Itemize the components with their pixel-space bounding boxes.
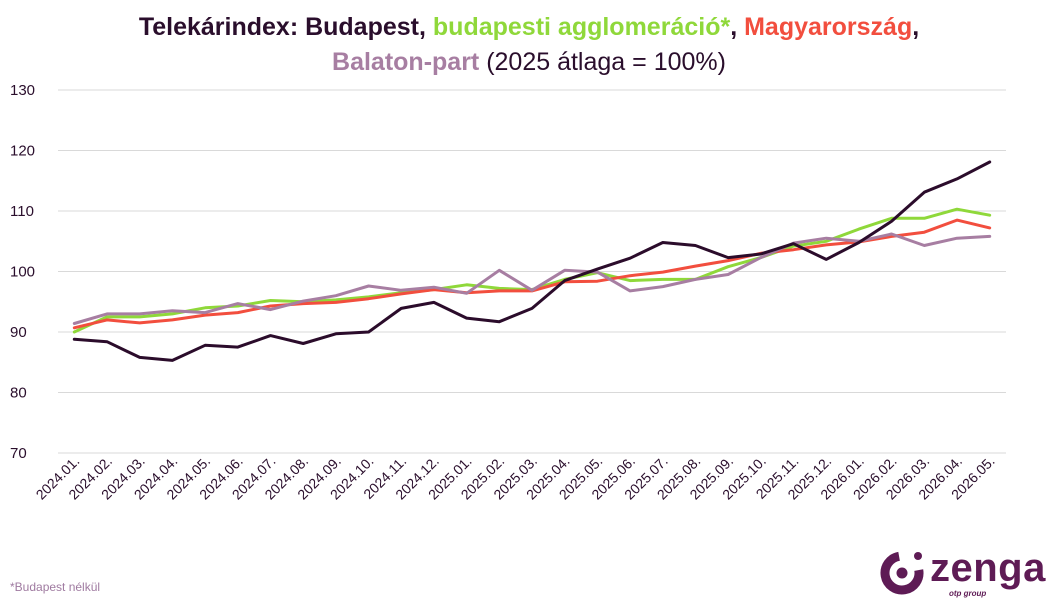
series-lines	[72, 160, 992, 362]
y-tick-label: 120	[10, 143, 35, 160]
y-tick-label: 130	[10, 82, 35, 99]
series-line-balaton-part	[72, 232, 992, 325]
title-sep-2: ,	[730, 13, 745, 41]
footnote: *Budapest nélkül	[10, 580, 101, 594]
zenga-logo-icon	[880, 551, 924, 595]
title-line-2: Balaton-part (2025 átlaga = 100%)	[0, 45, 1058, 80]
title-sep-3: ,	[912, 13, 920, 41]
y-tick-label: 90	[10, 324, 27, 341]
y-tick-label: 100	[10, 264, 35, 281]
title-sep-1: ,	[419, 13, 433, 41]
y-tick-label: 110	[10, 203, 34, 220]
y-axis-ticks: 70 80 90 100 110 120 130	[10, 82, 35, 462]
logo-subtitle: otp group	[949, 589, 987, 598]
logo-wordmark: zenga	[930, 546, 1046, 590]
title-agglomeration: budapesti agglomeráció*	[432, 13, 731, 41]
series-line-budapest	[72, 160, 992, 362]
y-tick-label: 80	[10, 385, 27, 402]
gridlines	[58, 89, 1006, 454]
y-tick-label: 70	[10, 445, 27, 462]
title-line-1: Telekárindex: Budapest, budapesti agglom…	[0, 10, 1058, 45]
title-budapest: Telekárindex: Budapest	[138, 13, 419, 41]
x-axis-ticks: 2024.01.2024.02.2024.03.2024.04.2024.05.…	[33, 453, 998, 503]
chart-title: Telekárindex: Budapest, budapesti agglom…	[0, 10, 1058, 80]
title-base-note: (2025 átlaga = 100%)	[479, 48, 726, 76]
title-hungary: Magyarország	[744, 13, 913, 41]
zenga-logo: zenga otp group	[878, 546, 1053, 602]
title-balaton: Balaton-part	[332, 48, 480, 76]
